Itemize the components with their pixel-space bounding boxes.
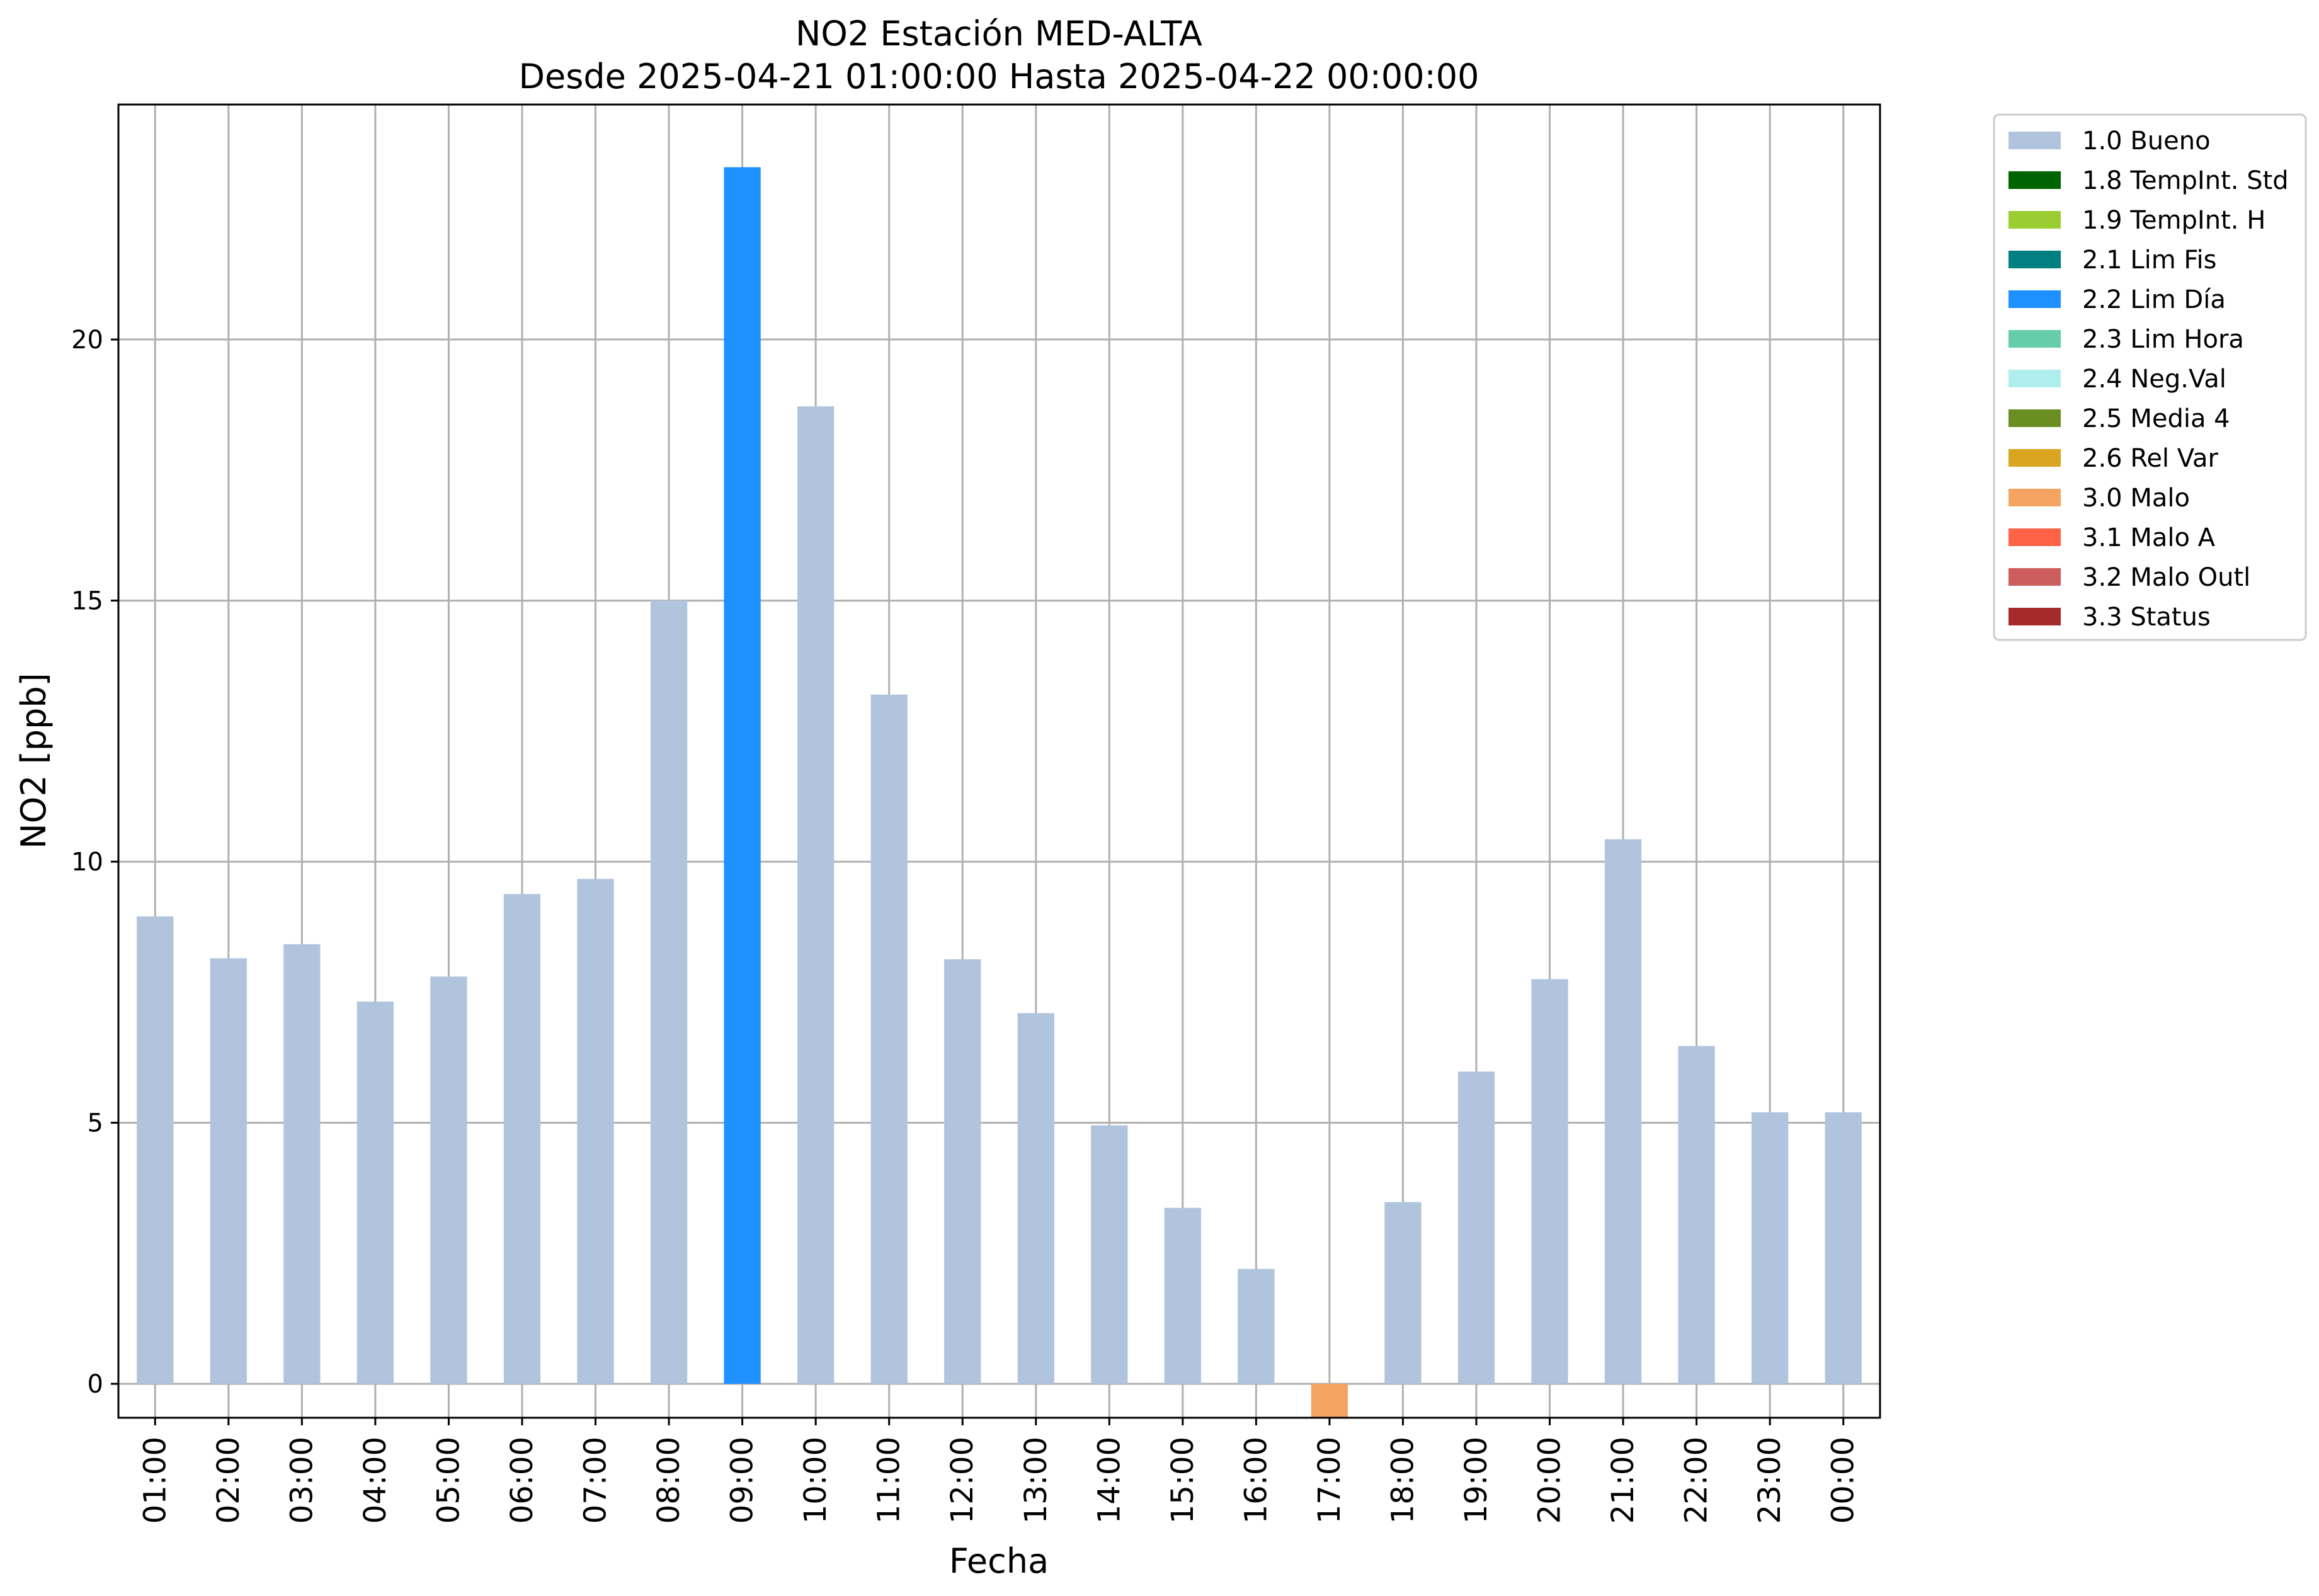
legend-swatch [2008,370,2061,387]
legend-label: 1.8 TempInt. Std [2082,166,2289,195]
x-tick-label: 20:00 [1532,1437,1568,1524]
bar-14:00 [1091,1125,1128,1384]
legend-swatch [2008,290,2061,308]
x-tick-label: 18:00 [1385,1437,1420,1524]
legend-label: 2.3 Lim Hora [2082,325,2244,354]
x-axis: 01:00 02:00 03:00 04:00 05:00 06:00 07:00 08:00… [137,1418,1861,1524]
y-tick-label: 15 [71,587,103,616]
bar-19:00 [1457,1071,1495,1384]
bar-03:00 [283,944,321,1384]
plot-area-frame [117,103,1881,1419]
bar-17:00 [1311,1384,1348,1418]
y-tick-label: 0 [88,1370,103,1399]
legend-label: 2.6 Rel Var [2082,444,2219,473]
chart-title: NO2 Estación MED-ALTA [795,14,1202,54]
bar-12:00 [944,959,981,1384]
x-tick-label: 00:00 [1826,1437,1861,1524]
bar-04:00 [356,1001,394,1384]
x-tick-label: 15:00 [1165,1437,1200,1524]
x-tick-label: 13:00 [1018,1437,1054,1524]
bar-06:00 [503,894,541,1384]
x-tick-label: 11:00 [872,1437,907,1524]
legend-swatch [2008,211,2061,229]
legend-swatch [2008,528,2061,546]
legend-swatch [2008,171,2061,189]
legend-swatch [2008,489,2061,506]
bar-11:00 [870,694,908,1384]
legend-label: 2.5 Media 4 [2082,404,2230,433]
bar-09:00 [724,167,761,1384]
legend-swatch [2008,330,2061,348]
legend-label: 3.1 Malo A [2082,523,2216,552]
legend-label: 2.4 Neg.Val [2082,365,2226,394]
y-axis-label: NO2 [ppb] [14,673,54,848]
x-tick-label: 06:00 [504,1437,540,1524]
y-axis: 0 5 10 15 20 [71,326,118,1399]
legend-swatch [2008,568,2061,586]
bar-16:00 [1238,1268,1275,1384]
legend-label: 3.2 Malo Outl [2082,563,2250,592]
bar-10:00 [797,406,835,1384]
x-tick-label: 21:00 [1605,1437,1641,1524]
bar-00:00 [1825,1112,1862,1384]
bar-07:00 [577,879,614,1384]
x-tick-label: 07:00 [578,1437,613,1524]
legend-swatch [2008,132,2061,149]
bar-02:00 [210,958,247,1384]
bar-20:00 [1531,979,1568,1384]
x-tick-label: 10:00 [798,1437,833,1524]
x-tick-label: 01:00 [137,1437,173,1524]
bar-13:00 [1017,1013,1054,1384]
legend-label: 3.0 Malo [2082,484,2190,513]
chart-subtitle: Desde 2025-04-21 01:00:00 Hasta 2025-04-… [518,57,1479,96]
x-tick-label: 08:00 [651,1437,687,1524]
bar-18:00 [1384,1202,1422,1384]
legend-swatch [2008,449,2061,467]
x-tick-label: 05:00 [431,1437,466,1524]
bar-08:00 [650,600,688,1384]
legend: 1.0 Bueno 1.8 TempInt. Std 1.9 TempInt. H 2… [1993,113,2307,641]
bar-23:00 [1752,1112,1789,1384]
x-tick-label: 23:00 [1752,1437,1787,1524]
legend-label: 1.9 TempInt. H [2082,206,2265,235]
x-tick-label: 19:00 [1459,1437,1494,1524]
legend-frame [1993,113,2307,641]
x-tick-label: 22:00 [1679,1437,1714,1524]
legend-swatch [2008,608,2061,625]
x-tick-label: 09:00 [725,1437,760,1524]
legend-label: 3.3 Status [2082,603,2211,632]
y-tick-label: 10 [71,848,103,877]
bars [137,167,1862,1418]
x-tick-label: 14:00 [1091,1437,1127,1524]
legend-label: 2.1 Lim Fis [2082,246,2216,275]
x-tick-label: 04:00 [358,1437,393,1524]
bar-01:00 [137,916,174,1384]
legend-label: 2.2 Lim Día [2082,285,2226,314]
legend-swatch [2008,251,2061,268]
y-tick-label: 20 [71,326,103,355]
y-tick-label: 5 [88,1109,103,1138]
legend-swatch [2008,409,2061,427]
bar-15:00 [1164,1207,1201,1384]
bar-21:00 [1604,839,1642,1384]
x-tick-label: 16:00 [1238,1437,1273,1524]
x-tick-label: 12:00 [945,1437,980,1524]
bar-22:00 [1678,1046,1715,1384]
legend-label: 1.0 Bueno [2082,127,2211,156]
x-tick-label: 03:00 [284,1437,319,1524]
x-tick-label: 02:00 [211,1437,246,1524]
bar-05:00 [430,976,467,1384]
x-tick-label: 17:00 [1312,1437,1347,1524]
x-axis-label: Fecha [949,1541,1049,1581]
